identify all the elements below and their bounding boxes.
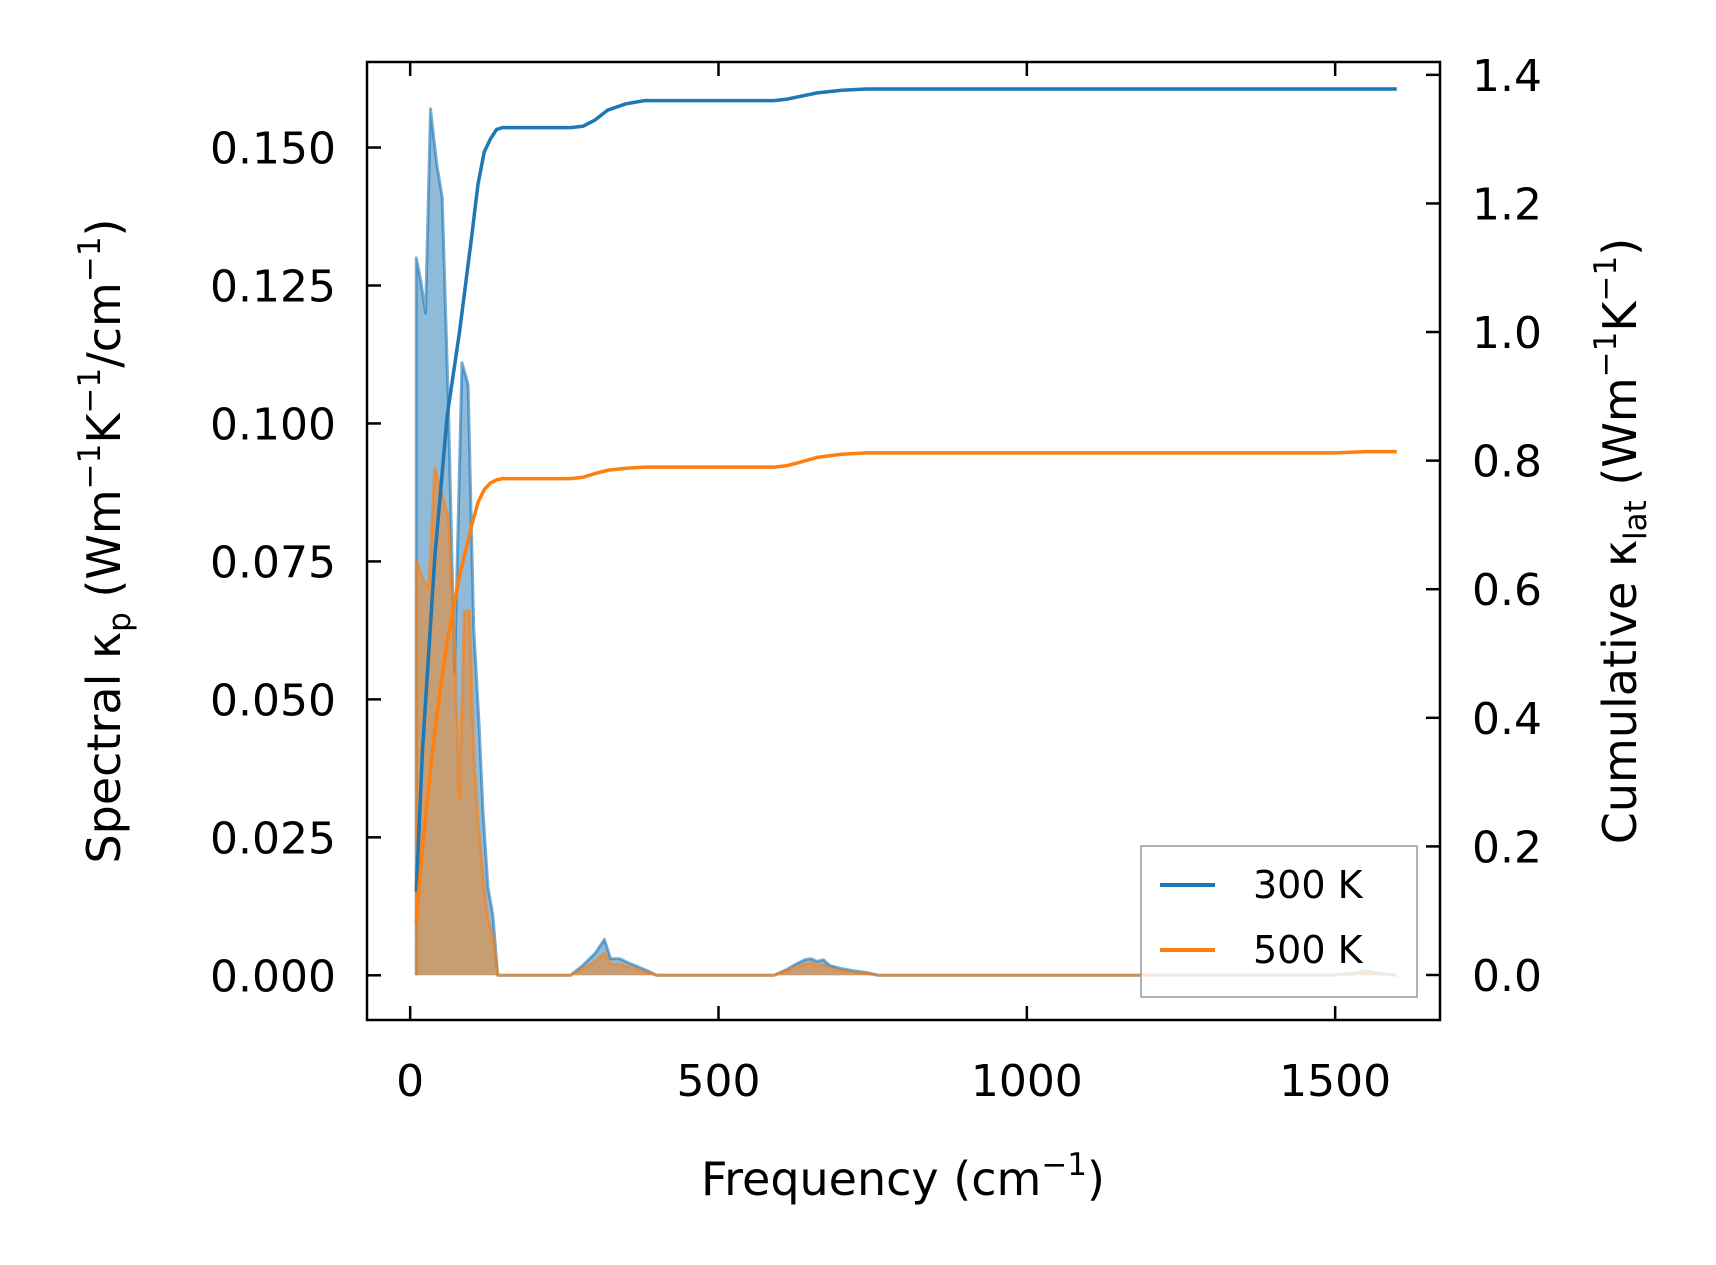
y-left-tick-label: 0.075 xyxy=(210,537,336,588)
legend: 300 K 500 K xyxy=(1140,845,1418,998)
legend-label-300k: 300 K xyxy=(1253,863,1364,907)
x-tick-label: 1500 xyxy=(1279,1056,1391,1107)
plot-frame xyxy=(365,60,1442,1022)
y-right-tick-label: 1.4 xyxy=(1472,51,1542,102)
y-left-tick-label: 0.025 xyxy=(210,813,336,864)
y-right-tick-label: 0.6 xyxy=(1472,565,1542,616)
y-right-tick-label: 1.0 xyxy=(1472,308,1542,359)
y-right-tick-label: 1.2 xyxy=(1472,179,1542,230)
y-right-axis-label: Cumulative κlat (Wm−1K−1) xyxy=(1588,238,1654,844)
legend-label-500k: 500 K xyxy=(1253,928,1364,972)
ticks-layer: 0 500 1000 1500 0.000 0.025 0.050 0.075 0.100 0.1… xyxy=(210,51,1542,1107)
x-tick-label: 0 xyxy=(396,1056,424,1107)
legend-box xyxy=(1140,845,1418,998)
x-tick-label: 1000 xyxy=(971,1056,1083,1107)
y-right-tick-label: 0.8 xyxy=(1472,437,1542,488)
cumulative-line-500k xyxy=(414,449,1397,924)
cumulative-line-layer xyxy=(414,87,1397,924)
y-left-tick-label: 0.100 xyxy=(210,399,336,450)
y-left-tick-label: 0.050 xyxy=(210,675,336,726)
cumulative-line-300k xyxy=(414,87,1397,892)
y-left-tick-label: 0.125 xyxy=(210,261,336,312)
y-right-tick-label: 0.0 xyxy=(1472,951,1542,1002)
spectral-line-500k xyxy=(414,466,1397,977)
y-left-tick-label: 0.000 xyxy=(210,951,336,1002)
y-left-axis-label: Spectral κp (Wm−1K−1/cm−1) xyxy=(72,218,138,863)
y-left-tick-label: 0.150 xyxy=(210,124,336,175)
spectral-area-layer xyxy=(414,107,1397,977)
y-right-tick-label: 0.4 xyxy=(1472,694,1542,745)
x-tick-label: 500 xyxy=(677,1056,761,1107)
y-right-tick-label: 0.2 xyxy=(1472,822,1542,873)
x-axis-label: Frequency (cm−1) xyxy=(701,1147,1105,1206)
